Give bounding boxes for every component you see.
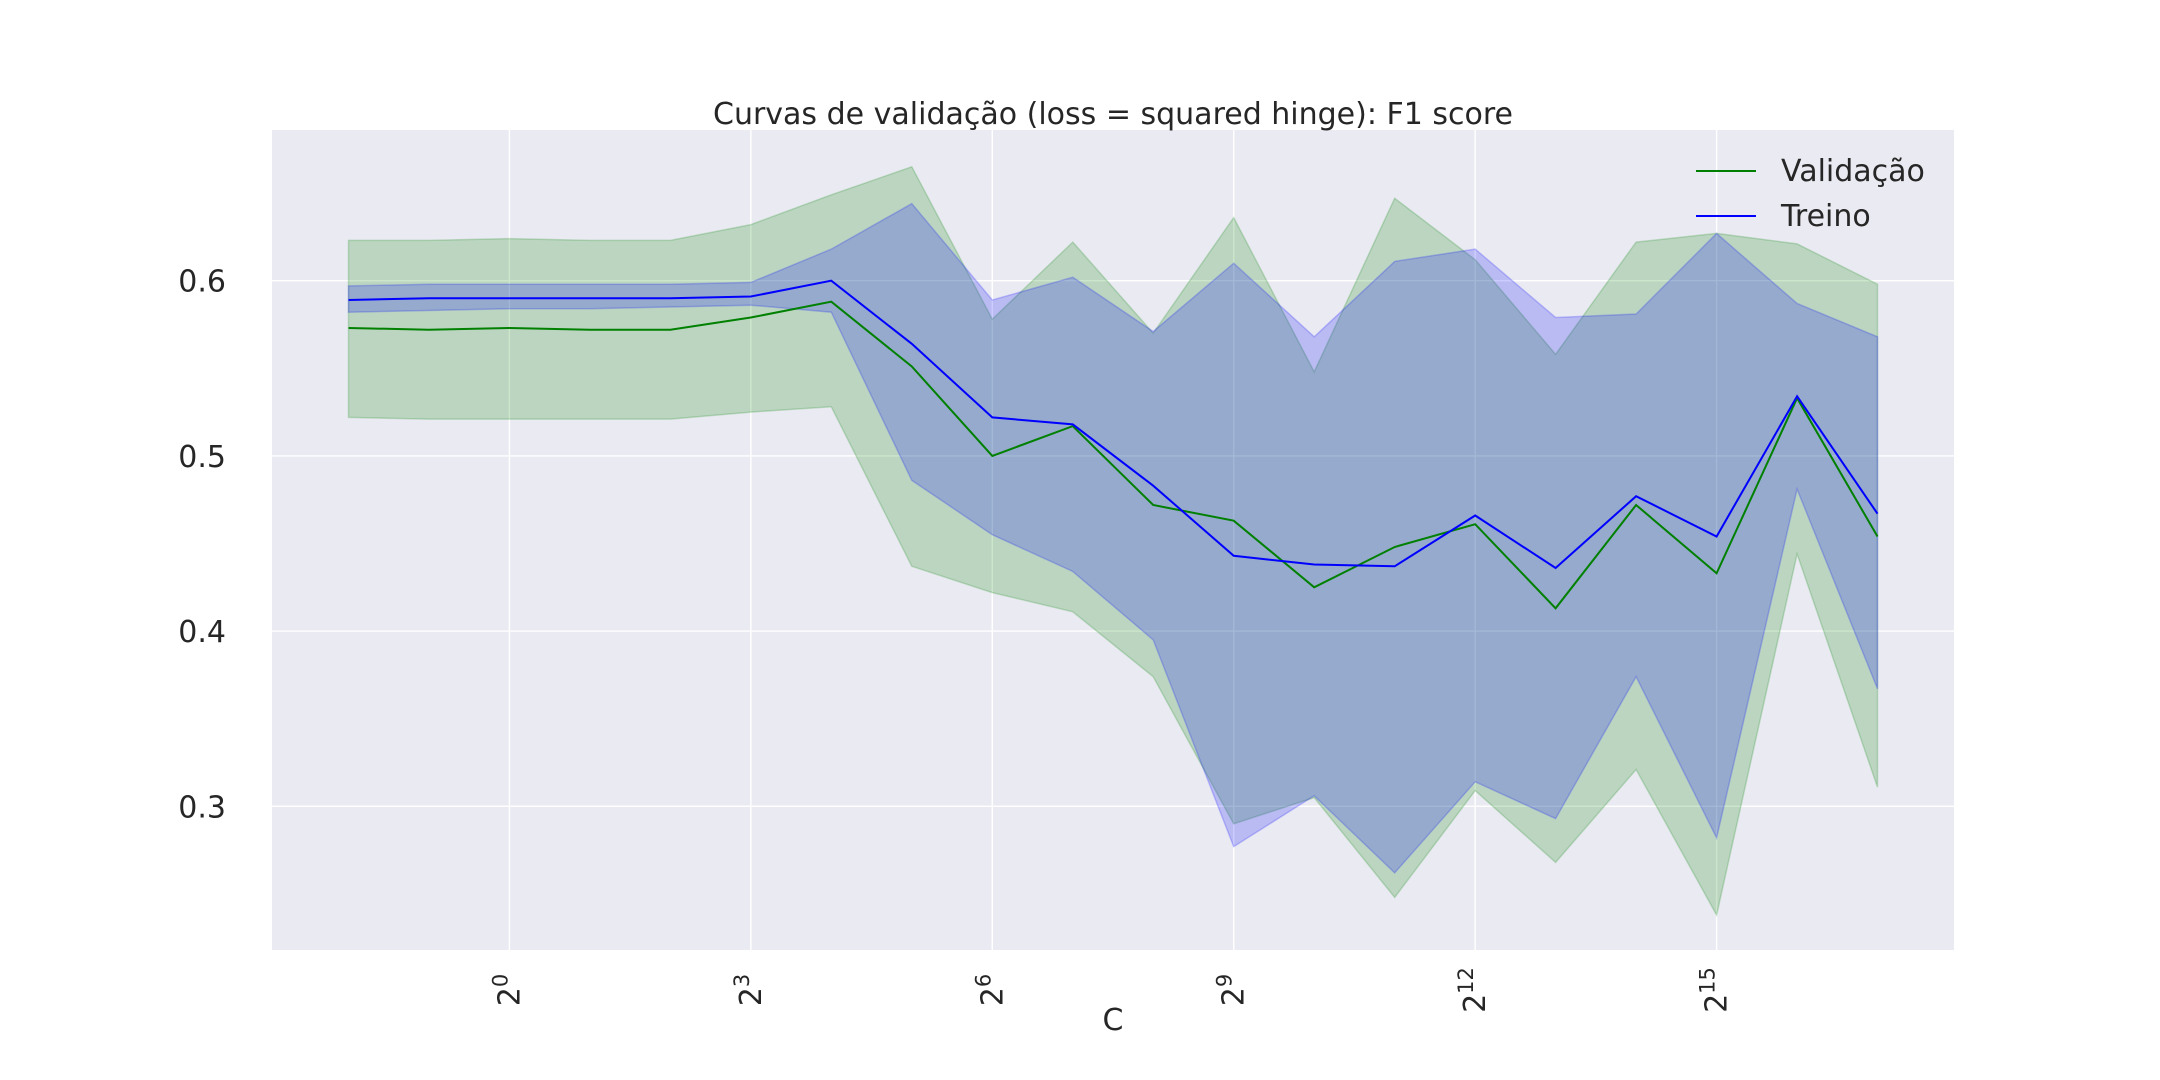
x-tick-label: 23: [730, 974, 769, 1006]
x-tick-base: 2: [1458, 994, 1493, 1013]
y-tick-label: 0.5: [178, 440, 226, 475]
x-tick-text: 29: [1213, 974, 1252, 1006]
x-tick-text: 26: [971, 974, 1010, 1006]
x-tick-exponent: 9: [1213, 974, 1237, 987]
x-tick-label: 29: [1213, 974, 1252, 1006]
x-tick-text: 23: [730, 974, 769, 1006]
x-tick-base: 2: [492, 987, 527, 1006]
x-tick-text: 20: [488, 974, 527, 1006]
x-tick-base: 2: [975, 987, 1010, 1006]
std-bands: [347, 165, 1879, 918]
x-tick-exponent: 6: [971, 974, 995, 987]
x-tick-label: 26: [971, 974, 1010, 1006]
x-tick-exponent: 3: [730, 974, 754, 987]
x-axis-label: C: [1103, 1003, 1124, 1038]
band-series-1: [347, 202, 1879, 874]
legend-label-series-1: Treino: [1780, 199, 1871, 234]
x-tick-label: 215: [1696, 967, 1735, 1013]
y-tick-label: 0.4: [178, 615, 226, 650]
y-tick-label: 0.6: [178, 265, 226, 300]
line-series-1: [348, 279, 1879, 570]
x-tick-base: 2: [1700, 994, 1735, 1013]
x-tick-label: 20: [488, 974, 527, 1006]
band-series-0: [347, 165, 1879, 918]
x-tick-exponent: 15: [1696, 967, 1720, 994]
x-tick-exponent: 12: [1454, 967, 1478, 994]
mean-lines: [348, 279, 1879, 610]
y-tick-label: 0.3: [178, 790, 226, 825]
plot-area: [272, 130, 1954, 950]
x-tick-label: 212: [1454, 967, 1493, 1013]
y-axis-ticks: 0.3 0.4 0.5 0.6: [178, 265, 226, 826]
x-tick-base: 2: [1217, 987, 1252, 1006]
chart-title: Curvas de validação (loss = squared hing…: [713, 97, 1513, 132]
legend-label-series-0: Validação: [1781, 154, 1925, 189]
x-tick-exponent: 0: [488, 974, 512, 987]
line-series-0: [348, 300, 1879, 610]
legend: Validação Treino: [1696, 154, 1925, 234]
x-tick-base: 2: [734, 987, 769, 1006]
x-tick-text: 215: [1696, 967, 1735, 1013]
x-tick-text: 212: [1454, 967, 1493, 1013]
